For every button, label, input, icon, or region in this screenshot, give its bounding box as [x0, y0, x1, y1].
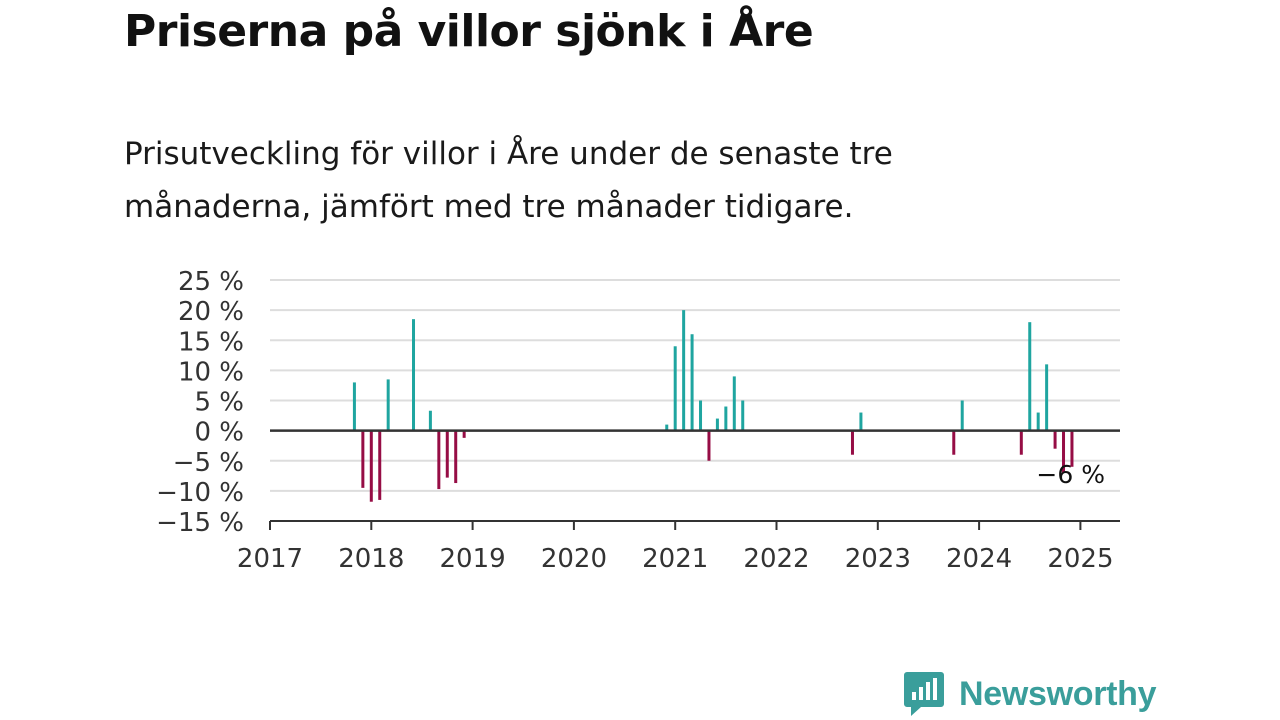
newsworthy-logo-icon	[904, 672, 944, 716]
x-tick-label: 2019	[440, 544, 506, 574]
bar	[462, 430, 466, 438]
bar	[361, 430, 365, 488]
bar	[1062, 430, 1066, 473]
bar	[673, 346, 677, 431]
bar	[665, 424, 669, 431]
bar	[454, 430, 458, 484]
x-tick-label: 2021	[642, 544, 708, 574]
bar	[1070, 430, 1074, 467]
bar	[369, 430, 373, 502]
chart-title: Priserna på villor sjönk i Åre	[124, 6, 814, 57]
bar	[741, 400, 745, 431]
y-tick-label: 25 %	[178, 267, 244, 297]
bar	[352, 382, 356, 431]
bar	[378, 430, 382, 500]
bar-chart: 25 %20 %15 %10 %5 %0 %−5 %−10 %−15 % 2017…	[156, 267, 1120, 574]
bar	[1019, 430, 1023, 455]
bar	[1036, 412, 1040, 431]
x-tick-label: 2017	[237, 544, 303, 574]
bar	[1028, 322, 1032, 431]
bar	[1053, 430, 1057, 449]
bar	[859, 412, 863, 431]
last-value-annotation: −6 %	[1036, 460, 1105, 489]
bar	[386, 379, 390, 431]
y-tick-label: 10 %	[178, 357, 244, 387]
brand-logo: Newsworthy	[903, 670, 1157, 718]
x-tick-label: 2025	[1047, 544, 1113, 574]
bar	[707, 430, 711, 461]
x-tick-label: 2024	[946, 544, 1012, 574]
brand-name: Newsworthy	[959, 674, 1157, 713]
x-tick-label: 2018	[338, 544, 404, 574]
bar	[732, 376, 736, 431]
bar	[437, 430, 441, 490]
bar	[445, 430, 449, 478]
bar	[1045, 364, 1049, 431]
bar	[428, 410, 432, 431]
y-tick-label: 20 %	[178, 297, 244, 327]
bar	[952, 430, 956, 455]
y-tick-label: −10 %	[156, 478, 244, 508]
y-tick-label: −15 %	[156, 508, 244, 538]
x-tick-label: 2022	[743, 544, 809, 574]
bar	[690, 334, 694, 431]
y-tick-label: −5 %	[173, 448, 244, 478]
y-tick-label: 15 %	[178, 327, 244, 357]
y-tick-label: 0 %	[194, 418, 244, 448]
x-tick-label: 2020	[541, 544, 607, 574]
bar	[699, 400, 703, 431]
chart-subtitle: Prisutveckling för villor i Åre under de…	[124, 136, 893, 225]
bar	[724, 406, 728, 431]
bar	[850, 430, 854, 455]
bar	[715, 418, 719, 431]
bar	[960, 400, 964, 431]
bar	[682, 310, 686, 431]
y-tick-label: 5 %	[194, 388, 244, 418]
bar	[412, 319, 416, 431]
x-tick-label: 2023	[845, 544, 911, 574]
